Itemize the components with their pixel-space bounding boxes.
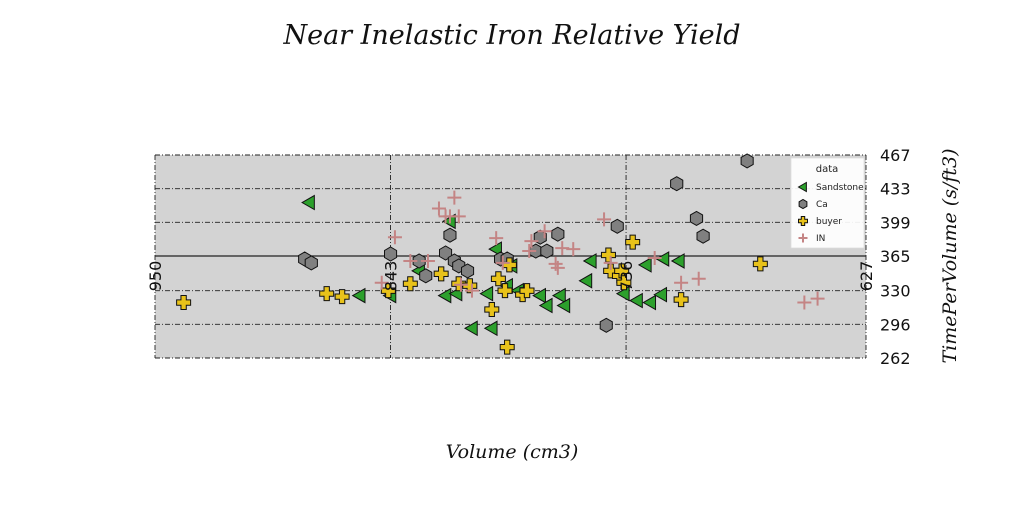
- data-point-sandstone: [653, 286, 668, 303]
- data-point-in: [447, 190, 462, 205]
- x-tick-label: 736: [617, 261, 636, 292]
- data-point-in: [489, 231, 504, 246]
- data-point-ca: [670, 176, 684, 192]
- data-point-in: [674, 275, 689, 290]
- data-point-ca: [599, 317, 613, 333]
- data-point-sandstone: [629, 292, 643, 309]
- data-point-in: [403, 253, 418, 268]
- data-point-ca: [384, 246, 398, 262]
- data-point-ca: [443, 227, 457, 243]
- data-point-sandstone: [479, 285, 494, 302]
- data-point-in: [647, 250, 662, 265]
- y-tick-label: 296: [880, 315, 911, 334]
- legend-marker-buyer: [798, 216, 808, 226]
- y-tick-label: 433: [880, 180, 911, 199]
- y-tick-label: 262: [880, 349, 911, 368]
- data-point-sandstone: [437, 287, 452, 304]
- data-point-buyer: [490, 271, 506, 287]
- data-point-sandstone: [582, 253, 597, 269]
- data-points: [176, 153, 825, 355]
- tick-labels: 262 296 330 365 399 433 467 950 843 736 627: [146, 146, 911, 368]
- legend-title: data: [816, 164, 839, 175]
- data-point-ca: [696, 228, 710, 244]
- data-point-ca: [419, 268, 433, 284]
- data-point-in: [550, 260, 565, 275]
- data-point-buyer: [484, 301, 500, 317]
- legend-marker-in: [798, 233, 808, 243]
- data-point-buyer: [433, 266, 449, 282]
- data-point-sandstone: [532, 287, 546, 304]
- x-axis-label: Volume (cm3): [446, 441, 579, 463]
- data-point-in: [522, 244, 537, 259]
- data-point-in: [387, 230, 402, 245]
- chart-title: Near Inelastic Iron Relative Yield: [282, 20, 740, 51]
- data-point-in: [453, 277, 468, 292]
- x-tick-label: 627: [857, 261, 876, 292]
- data-point-ca: [540, 243, 554, 259]
- data-point-in: [451, 209, 466, 224]
- data-point-sandstone: [642, 294, 657, 311]
- y-tick-label: 399: [880, 213, 911, 232]
- data-point-sandstone: [351, 287, 366, 304]
- data-point-buyer: [319, 286, 335, 302]
- x-tick-label: 843: [382, 261, 401, 292]
- data-point-in: [420, 253, 435, 268]
- data-point-sandstone: [538, 297, 553, 314]
- y-tick-label: 365: [880, 247, 911, 266]
- x-tick-label: 950: [146, 261, 165, 292]
- data-point-in: [524, 234, 539, 249]
- y-axis-label: TimePerVolume (s/ft3): [939, 148, 961, 363]
- data-point-ca: [740, 153, 754, 169]
- data-point-buyer: [176, 295, 192, 311]
- data-point-buyer: [616, 275, 632, 291]
- data-point-in: [691, 271, 706, 286]
- data-point-ca: [689, 210, 704, 226]
- data-point-sandstone: [463, 320, 478, 337]
- data-point-in: [797, 295, 812, 310]
- data-point-in: [603, 255, 618, 270]
- legend-label-ca: Ca: [816, 200, 828, 210]
- data-point-in: [464, 283, 479, 298]
- data-point-buyer: [402, 276, 418, 292]
- data-point-buyer: [334, 289, 350, 305]
- data-point-in: [537, 224, 552, 239]
- data-point-sandstone: [301, 194, 315, 211]
- series-in: [374, 190, 825, 310]
- data-point-buyer: [497, 283, 513, 299]
- y-tick-label: 467: [880, 146, 911, 165]
- data-point-sandstone: [552, 287, 566, 304]
- legend-marker-sandstone: [797, 181, 807, 193]
- data-point-in: [374, 275, 389, 290]
- data-point-sandstone: [556, 297, 571, 314]
- data-point-ca: [551, 226, 565, 242]
- y-tick-label: 330: [880, 282, 911, 301]
- data-point-buyer: [519, 283, 535, 299]
- data-point-sandstone: [637, 257, 652, 273]
- data-point-ca: [610, 218, 624, 234]
- data-point-ca: [439, 245, 453, 261]
- data-point-buyer: [499, 339, 515, 355]
- data-point-sandstone: [578, 272, 593, 289]
- data-point-ca: [412, 253, 426, 269]
- legend: data Sandstone Ca buyer IN: [790, 157, 865, 249]
- data-point-buyer: [673, 292, 689, 308]
- data-point-in: [495, 255, 510, 270]
- data-point-in: [566, 242, 581, 257]
- legend-label-buyer: buyer: [816, 217, 842, 227]
- data-point-buyer: [625, 234, 641, 250]
- data-point-sandstone: [670, 253, 685, 269]
- legend-marker-ca: [798, 198, 808, 210]
- data-point-sandstone: [483, 320, 498, 337]
- data-point-in: [431, 201, 446, 216]
- data-point-buyer: [752, 256, 768, 272]
- data-point-sandstone: [655, 251, 670, 267]
- data-point-in: [597, 212, 612, 227]
- data-point-in: [810, 291, 825, 306]
- legend-label-sandstone: Sandstone: [816, 183, 864, 193]
- legend-label-in: IN: [816, 234, 825, 244]
- data-point-ca: [304, 255, 318, 271]
- data-point-sandstone: [488, 241, 502, 257]
- data-point-ca: [461, 263, 475, 279]
